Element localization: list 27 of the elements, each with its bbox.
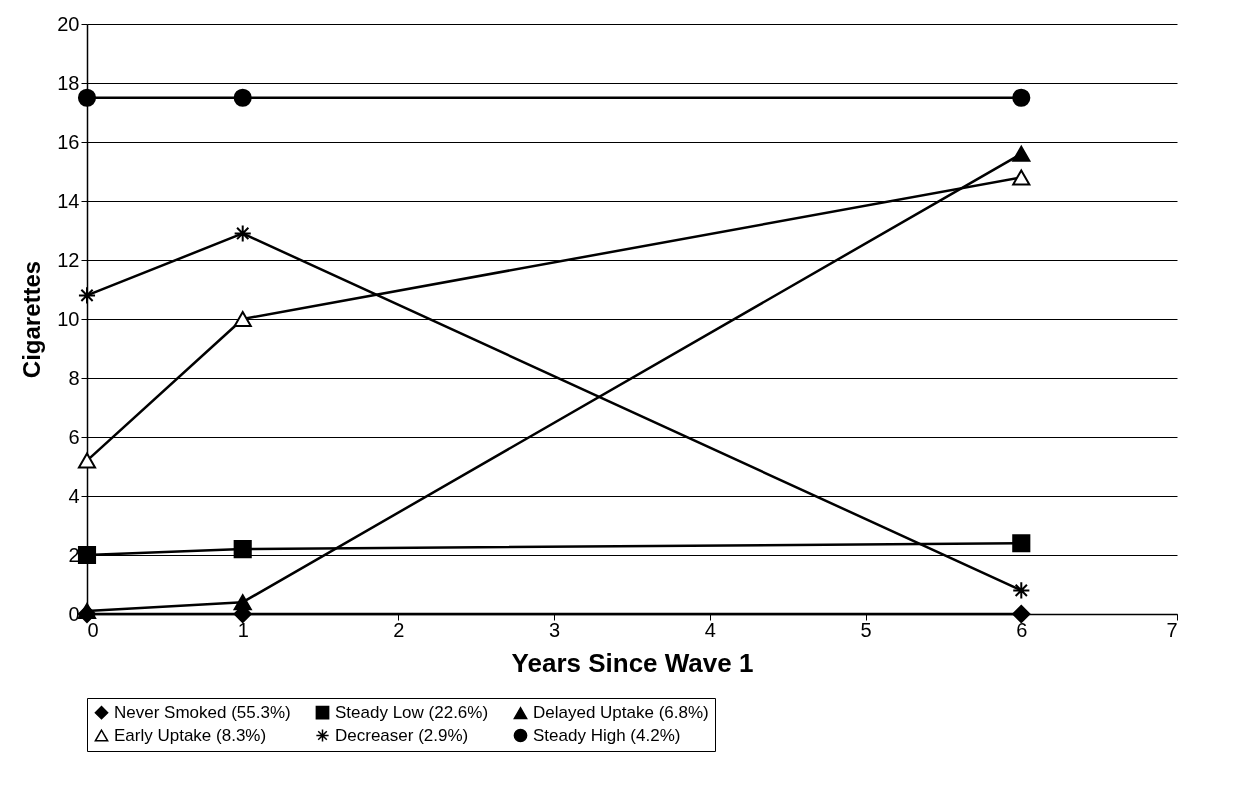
legend-label: Delayed Uptake (6.8%) — [533, 703, 709, 723]
x-axis-title: Years Since Wave 1 — [511, 647, 754, 678]
y-tick-label: 0 — [68, 602, 80, 625]
y-axis-title: Cigarettes — [18, 260, 46, 379]
y-tick-label: 10 — [57, 307, 80, 330]
y-tick-label: 8 — [68, 366, 80, 389]
y-tick-label: 20 — [57, 12, 80, 35]
y-tick-label: 18 — [57, 71, 80, 94]
y-tick-label: 14 — [57, 189, 80, 212]
legend-label: Steady High (4.2%) — [533, 725, 681, 745]
x-tick-label: 3 — [549, 618, 561, 641]
x-tick-label: 1 — [237, 618, 249, 641]
x-tick-label: 2 — [393, 618, 405, 641]
y-tick-label: 2 — [68, 543, 80, 566]
x-tick-label: 0 — [87, 618, 99, 641]
x-tick-label: 5 — [860, 618, 872, 641]
y-tick-label: 4 — [68, 484, 80, 507]
legend-label: Early Uptake (8.3%) — [114, 725, 267, 745]
x-tick-label: 4 — [704, 618, 716, 641]
y-tick-label: 16 — [57, 130, 80, 153]
y-tick-label: 12 — [57, 248, 80, 271]
legend-label: Steady Low (22.6%) — [335, 702, 489, 722]
x-tick-label: 7 — [1166, 618, 1178, 641]
x-tick-label: 6 — [1016, 618, 1028, 641]
y-tick-label: 6 — [68, 425, 80, 448]
legend-label: Never Smoked (55.3%) — [114, 702, 291, 722]
legend-label: Decreaser (2.9%) — [335, 725, 469, 745]
